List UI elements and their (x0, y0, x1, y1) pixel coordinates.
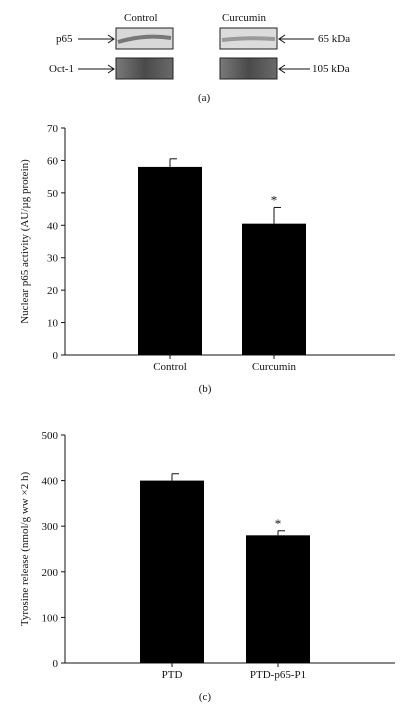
c-significance-1: * (275, 516, 282, 531)
c-category-label-0: PTD (162, 669, 183, 681)
blot-image (78, 27, 314, 80)
blot-size-105kda: 105 kDa (312, 63, 350, 75)
c-y-tick-label: 300 (42, 521, 59, 533)
panel-label-a: (a) (198, 92, 211, 104)
c-y-tick-label: 100 (42, 612, 59, 624)
b-category-label-0: Control (153, 361, 187, 373)
b-y-tick-label: 10 (47, 318, 59, 330)
c-y-tick-label: 200 (42, 567, 59, 579)
blot-col-label-control: Control (124, 12, 158, 24)
b-y-tick-label: 40 (47, 220, 59, 232)
b-bar-1 (242, 223, 306, 355)
c-bar-1 (246, 535, 310, 663)
b-y-tick-label: 50 (47, 188, 59, 200)
panel-label-b: (b) (199, 383, 212, 395)
blot-band-oct1-control (115, 57, 174, 80)
b-y-tick-label: 30 (47, 253, 59, 265)
b-category-label-1: Curcumin (252, 361, 296, 373)
blot-size-65kda: 65 kDa (318, 33, 351, 45)
blot-row-label-oct1: Oct-1 (49, 63, 75, 75)
c-y-tick-label: 400 (42, 476, 59, 488)
panel-label-c: (c) (199, 691, 212, 703)
b-bar-0 (138, 166, 202, 355)
b-y-tick-label: 60 (47, 155, 59, 167)
c-y-tick-label: 500 (42, 430, 59, 442)
blot-row-label-p65: p65 (56, 33, 73, 45)
c-category-label-1: PTD-p65-P1 (250, 669, 306, 681)
c-bar-0 (140, 480, 204, 663)
blot-band-oct1-curcumin (219, 57, 278, 80)
b-y-tick-label: 20 (47, 285, 59, 297)
b-y-tick-label: 0 (53, 350, 59, 362)
b-y-tick-label: 70 (47, 123, 59, 135)
c-y-axis-label: Tyrosine release (nmol/g ww ×2 h) (19, 472, 31, 627)
blot-col-label-curcumin: Curcumin (222, 12, 266, 24)
c-y-tick-label: 0 (53, 658, 59, 670)
b-y-axis-label: Nuclear p65 activity (AU/µg protein) (19, 159, 31, 324)
b-significance-1: * (271, 192, 278, 207)
